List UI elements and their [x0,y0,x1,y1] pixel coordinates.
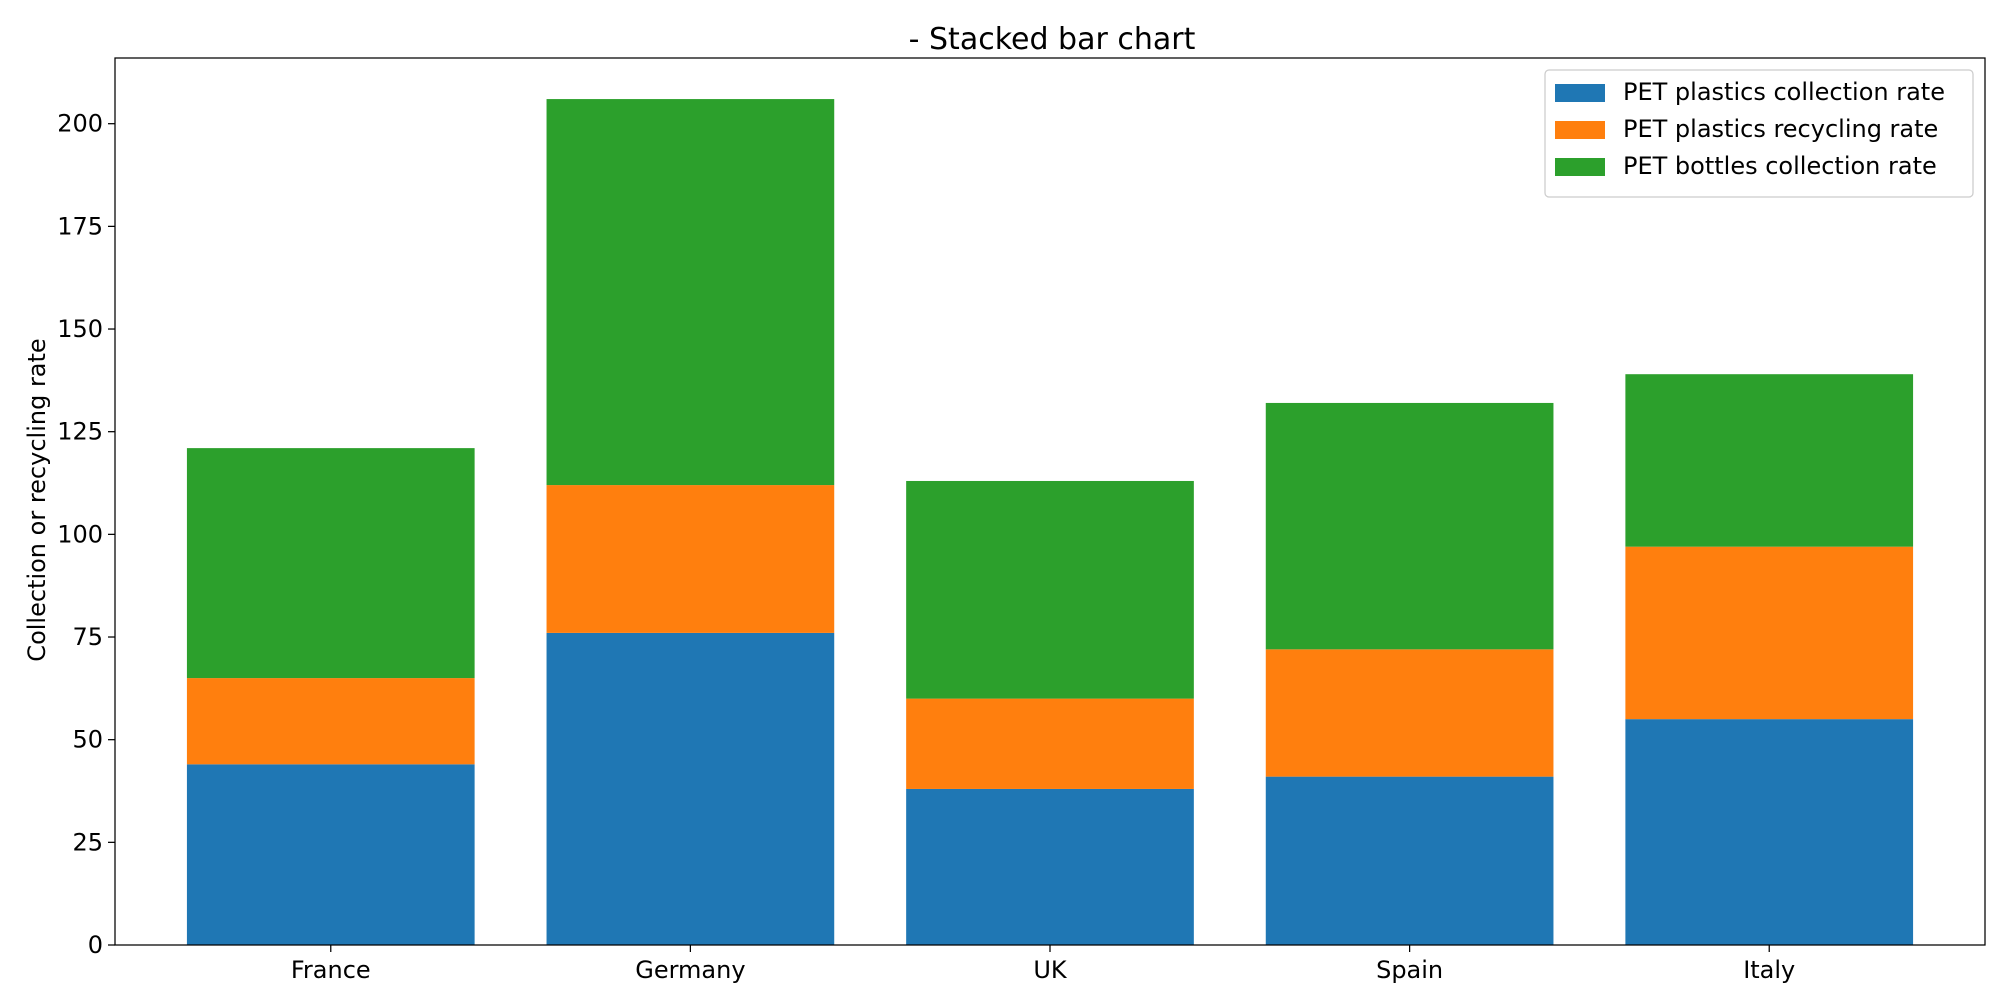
plot-frame [114,57,1986,946]
x-tick-label: Germany [635,956,745,984]
bar-france-series-0 [186,764,475,945]
bars-layer [186,99,1914,945]
bar-italy-series-1 [1625,546,1914,720]
x-axis: France Germany UK Spain Italy [291,945,1795,984]
x-tick-label: France [291,956,371,984]
bar-uk-series-1 [906,698,1194,789]
bar-italy-series-0 [1625,719,1914,945]
x-tick-label: Spain [1376,956,1443,984]
legend-label: PET plastics recycling rate [1623,115,1938,143]
x-tick-label: Italy [1743,956,1795,984]
legend-box [1544,69,1974,198]
y-tick-label: 125 [57,418,103,446]
bar-italy-series-2 [1625,374,1914,547]
x-tick-label: UK [1033,956,1068,984]
legend-swatch [1555,121,1605,139]
bar-spain-series-2 [1265,402,1554,650]
y-tick-label: 100 [57,520,103,548]
legend-swatch [1555,84,1605,102]
bar-france-series-1 [186,678,475,765]
legend: PET plastics collection rate PET plastics… [1544,69,1974,198]
bar-france-series-2 [186,448,475,679]
y-tick-label: 175 [57,212,103,240]
chart-title: - Stacked bar chart [909,22,1196,57]
y-tick-label: 150 [57,315,103,343]
bar-germany-series-2 [546,99,835,486]
bar-spain-series-1 [1265,649,1554,777]
y-tick-label: 200 [57,110,103,138]
bar-uk-series-2 [906,480,1194,699]
y-axis-label: Collection or recycling rate [23,338,51,661]
bar-germany-series-0 [546,632,835,945]
y-axis: 0 25 50 75 100 125 150 175 200 [57,110,115,959]
y-tick-label: 0 [88,931,103,959]
y-tick-label: 25 [72,828,103,856]
bar-uk-series-0 [906,788,1194,945]
legend-label: PET bottles collection rate [1623,152,1937,180]
bar-spain-series-0 [1265,776,1554,945]
legend-label: PET plastics collection rate [1623,78,1945,106]
y-tick-label: 50 [72,726,103,754]
bar-germany-series-1 [546,485,835,633]
legend-swatch [1555,158,1605,176]
y-tick-label: 75 [72,623,103,651]
